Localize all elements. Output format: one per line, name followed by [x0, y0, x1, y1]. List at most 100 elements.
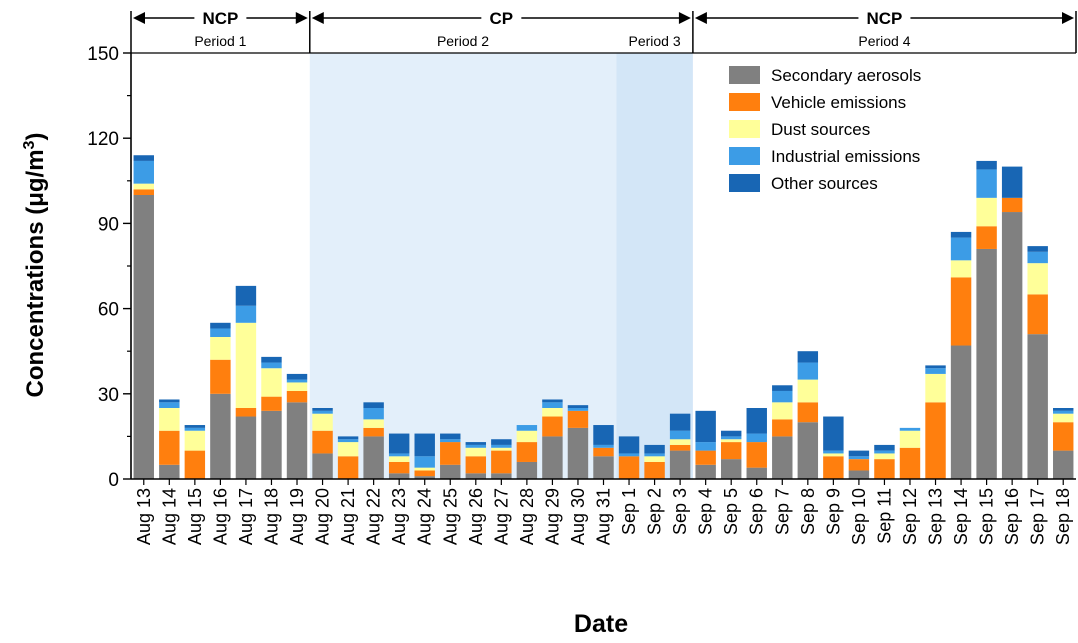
bar-segment-4-13 [440, 439, 461, 443]
legend-label-4: Industrial emissions [771, 147, 920, 166]
period-group-name-1: NCP [202, 9, 238, 28]
bar-segment-1-12 [414, 476, 435, 479]
bar-segment-4-4 [210, 328, 231, 337]
x-tick-label-14: Aug 26 [466, 488, 486, 545]
bar-segment-2-28 [823, 456, 844, 479]
bar-segment-5-37 [1053, 408, 1074, 411]
y-axis-title-sup: 3 [21, 140, 38, 149]
bar-segment-5-12 [414, 433, 435, 457]
x-tick-label-6: Aug 18 [261, 488, 281, 545]
y-tick-label-5: 120 [87, 129, 119, 150]
bar-segment-3-24 [720, 439, 742, 443]
bar-segment-4-22 [669, 430, 691, 440]
bar-segment-3-8 [312, 413, 333, 431]
bar-segment-1-19 [593, 456, 614, 479]
x-tick-label-16: Aug 28 [517, 488, 537, 545]
bar-segment-5-30 [874, 444, 895, 451]
bar-segment-4-28 [823, 450, 844, 454]
legend-swatch-3 [729, 120, 760, 138]
bar-segment-4-20 [618, 453, 640, 457]
y-axis-title: Concentrations (μg/m3) [21, 133, 49, 398]
bar-segment-3-27 [797, 379, 819, 403]
bar-segment-5-18 [567, 405, 589, 408]
bar-segment-1-23 [695, 464, 716, 479]
period-arrowhead-left-3 [694, 12, 707, 24]
bar-segment-5-28 [823, 416, 844, 451]
bar-segment-1-10 [363, 436, 384, 479]
bar-segment-1-25 [746, 467, 767, 479]
bar-segment-1-5 [235, 416, 257, 479]
bar-segment-4-3 [184, 427, 206, 431]
bar-segment-5-25 [746, 408, 767, 434]
period-shading [309, 53, 693, 479]
bar-segment-1-36 [1027, 334, 1048, 479]
bar-segment-4-32 [925, 368, 946, 374]
legend-swatch-2 [729, 93, 760, 111]
bar-segment-5-15 [491, 439, 512, 445]
x-tick-label-1: Aug 13 [134, 488, 154, 545]
bar-segment-3-10 [363, 419, 384, 428]
bar-segment-1-1 [133, 195, 154, 479]
bar-segment-3-31 [899, 430, 921, 448]
x-tick-label-23: Sep 4 [696, 488, 716, 535]
x-tick-label-25: Sep 6 [747, 488, 767, 535]
bar-segment-4-30 [874, 450, 895, 454]
bar-segment-3-37 [1053, 413, 1074, 423]
y-tick-label-3: 60 [98, 300, 119, 321]
legend-swatch-1 [729, 66, 760, 84]
period-arrowhead-right-3 [1062, 12, 1074, 24]
x-tick-label-12: Aug 24 [415, 488, 435, 545]
bar-segment-4-17 [542, 402, 563, 408]
bar-segment-5-14 [465, 442, 487, 445]
period-annotations: NCP CP NCP Period 1 Period 2 Period 3 Period 4 [130, 9, 1077, 53]
bar-segment-3-11 [388, 456, 410, 462]
bar-segment-4-37 [1053, 410, 1074, 414]
bar-segment-3-6 [261, 368, 282, 397]
bar-segment-3-15 [491, 447, 512, 451]
x-tick-label-4: Aug 16 [210, 488, 230, 545]
bar-segment-2-26 [772, 419, 793, 437]
bar-segment-3-5 [235, 322, 257, 408]
bar-segment-2-2 [159, 430, 180, 465]
bar-segment-2-21 [644, 461, 665, 479]
bar-segment-4-8 [312, 410, 333, 414]
bar-segment-2-13 [440, 442, 461, 465]
bar-segment-5-27 [797, 351, 819, 363]
bar-segment-2-12 [414, 470, 435, 477]
axes-group: 0 30 60 90 120 150 Aug 13 Aug 14 Aug 15 Aug 16 Aug… [87, 44, 1076, 545]
x-tick-label-36: Sep 17 [1028, 488, 1048, 545]
x-tick-label-26: Sep 7 [772, 488, 792, 535]
x-tick-label-28: Sep 9 [823, 488, 843, 535]
legend-swatch-5 [729, 174, 760, 192]
bar-segment-3-26 [772, 402, 793, 420]
bar-segment-2-35 [1001, 197, 1023, 213]
bar-segment-2-4 [210, 359, 231, 394]
bar-segment-4-24 [720, 436, 742, 440]
x-tick-label-21: Sep 2 [645, 488, 665, 535]
bar-segment-3-12 [414, 467, 435, 471]
bar-segment-4-9 [337, 439, 359, 443]
bar-segment-2-37 [1053, 422, 1074, 451]
bar-segment-1-2 [159, 464, 180, 479]
bar-segment-5-17 [542, 399, 563, 403]
bar-segment-5-11 [388, 433, 410, 454]
bar-segment-2-14 [465, 456, 487, 474]
bar-segment-3-3 [184, 430, 206, 451]
bar-segment-5-19 [593, 425, 614, 445]
bar-segment-2-19 [593, 447, 614, 457]
legend-label-3: Dust sources [771, 120, 870, 139]
period-label-2: Period 2 [437, 33, 489, 49]
bar-segment-3-22 [669, 439, 691, 445]
x-tick-label-33: Sep 14 [951, 488, 971, 545]
bar-segment-1-13 [440, 464, 461, 479]
bar-segment-4-1 [133, 160, 154, 184]
period-arrowhead-right-1 [295, 12, 308, 24]
bar-segment-4-36 [1027, 251, 1048, 264]
bar-segment-2-30 [874, 459, 895, 479]
x-tick-label-13: Aug 25 [440, 488, 460, 545]
period-arrowhead-left-1 [133, 12, 145, 24]
bar-segment-1-7 [286, 402, 308, 479]
bar-segment-2-6 [261, 396, 282, 411]
bar-segment-2-32 [925, 402, 946, 479]
bar-segment-3-2 [159, 408, 180, 431]
